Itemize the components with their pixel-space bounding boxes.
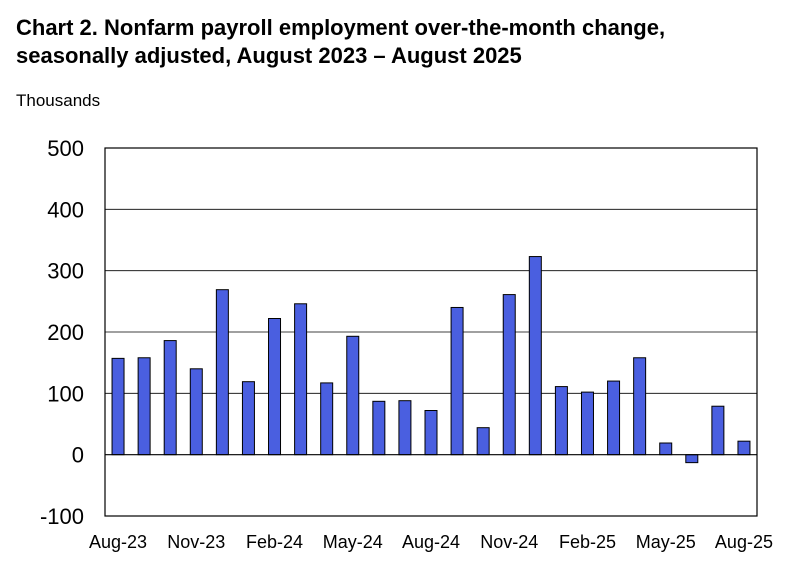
bar-may-25 [659, 442, 673, 456]
bar-jan-25 [554, 386, 568, 456]
x-tick-label: Aug-25 [715, 532, 773, 552]
bar-sep-24 [450, 306, 464, 456]
bar-feb-24 [268, 318, 282, 456]
bar-aug-24 [424, 410, 438, 456]
y-tick-label: 400 [47, 197, 84, 222]
y-tick-label: 500 [47, 136, 84, 161]
bar-jun-25 [685, 454, 699, 464]
bar-feb-25 [580, 391, 594, 456]
bar-oct-24 [476, 427, 490, 456]
x-tick-label: Aug-23 [89, 532, 147, 552]
bar-dec-23 [215, 289, 229, 456]
chart-title-line2: seasonally adjusted, August 2023 – Augus… [16, 43, 522, 68]
x-tick-label: Nov-23 [167, 532, 225, 552]
bar-aug-23 [111, 357, 125, 456]
x-tick-label: May-25 [636, 532, 696, 552]
bar-apr-25 [633, 357, 647, 456]
y-tick-label: 300 [47, 259, 84, 284]
bar-jul-24 [398, 400, 412, 456]
chart-title-line1: Chart 2. Nonfarm payroll employment over… [16, 15, 666, 40]
y-tick-labels: 500 400 300 200 100 0 -100 [40, 136, 84, 529]
x-tick-label: Feb-25 [559, 532, 616, 552]
bar-mar-25 [607, 380, 621, 456]
bar-apr-24 [320, 382, 334, 456]
bar-may-24 [346, 335, 360, 456]
chart-title: Chart 2. Nonfarm payroll employment over… [16, 14, 665, 70]
bar-jun-24 [372, 400, 386, 456]
bar-aug-25 [737, 440, 751, 456]
gridlines [105, 208, 757, 394]
bar-jan-24 [241, 381, 255, 456]
y-tick-label: 200 [47, 320, 84, 345]
x-tick-label: Aug-24 [402, 532, 460, 552]
bar-oct-23 [163, 340, 177, 456]
bar-mar-24 [294, 303, 308, 456]
bar-nov-24 [502, 294, 516, 456]
bar-dec-24 [528, 256, 542, 456]
x-tick-label: May-24 [323, 532, 383, 552]
bar-jul-25 [711, 405, 725, 456]
x-tick-label: Nov-24 [480, 532, 538, 552]
x-tick-label: Feb-24 [246, 532, 303, 552]
bar-nov-23 [189, 368, 203, 456]
y-axis-label: Thousands [16, 91, 101, 110]
y-tick-label: -100 [40, 504, 84, 529]
bar-sep-23 [137, 357, 151, 456]
x-tick-labels: Aug-23 Nov-23 Feb-24 May-24 Aug-24 Nov-24 Feb-… [89, 532, 773, 552]
plot-frame [104, 147, 758, 517]
bars [111, 256, 751, 464]
y-tick-label: 0 [72, 443, 84, 468]
y-tick-label: 100 [47, 381, 84, 406]
